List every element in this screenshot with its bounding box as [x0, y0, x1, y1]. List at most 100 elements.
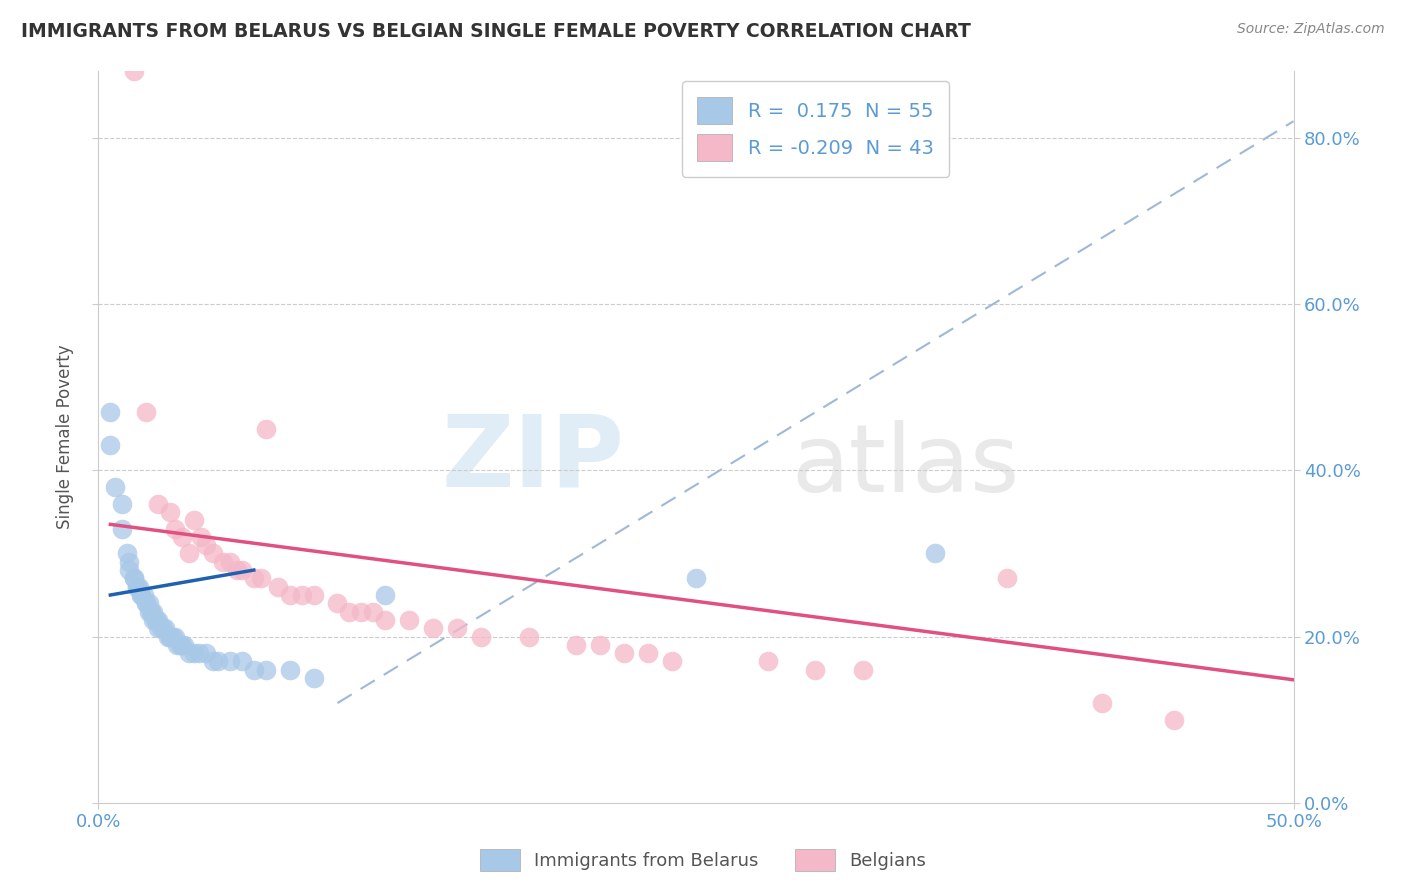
Point: [148, 613, 170, 627]
Point: [169, 638, 191, 652]
Point: [142, 613, 165, 627]
Point: [661, 655, 683, 669]
Point: [124, 64, 146, 78]
Point: [156, 630, 179, 644]
Point: [231, 563, 253, 577]
Point: [470, 630, 492, 644]
Point: [118, 563, 141, 577]
Point: [211, 555, 233, 569]
Point: [302, 588, 325, 602]
Text: IMMIGRANTS FROM BELARUS VS BELGIAN SINGLE FEMALE POVERTY CORRELATION CHART: IMMIGRANTS FROM BELARUS VS BELGIAN SINGL…: [21, 22, 972, 41]
Point: [179, 646, 201, 660]
Point: [195, 646, 218, 660]
Point: [589, 638, 612, 652]
Point: [148, 621, 170, 635]
Point: [163, 521, 186, 535]
Point: [1163, 713, 1185, 727]
Point: [202, 546, 225, 560]
Point: [517, 630, 540, 644]
Point: [172, 638, 194, 652]
Point: [124, 571, 146, 585]
Point: [302, 671, 325, 685]
Point: [104, 480, 127, 494]
Point: [422, 621, 444, 635]
Legend: Immigrants from Belarus, Belgians: Immigrants from Belarus, Belgians: [472, 842, 934, 879]
Point: [162, 630, 184, 644]
Point: [207, 655, 229, 669]
Point: [138, 596, 160, 610]
Point: [267, 580, 290, 594]
Point: [155, 621, 177, 635]
Point: [135, 596, 157, 610]
Point: [326, 596, 349, 610]
Point: [125, 580, 148, 594]
Point: [250, 571, 273, 585]
Point: [374, 613, 396, 627]
Point: [254, 422, 277, 436]
Point: [145, 613, 167, 627]
Point: [278, 663, 301, 677]
Point: [231, 655, 253, 669]
Point: [159, 630, 181, 644]
Point: [243, 571, 266, 585]
Point: [139, 605, 162, 619]
Text: atlas: atlas: [792, 420, 1019, 512]
Point: [219, 555, 242, 569]
Point: [172, 530, 194, 544]
Point: [995, 571, 1018, 585]
Point: [98, 438, 122, 452]
Point: [219, 655, 242, 669]
Point: [278, 588, 301, 602]
Point: [350, 605, 373, 619]
Point: [179, 546, 201, 560]
Point: [446, 621, 468, 635]
Point: [131, 588, 153, 602]
Point: [291, 588, 314, 602]
Point: [173, 638, 195, 652]
Point: [128, 580, 150, 594]
Point: [565, 638, 588, 652]
Point: [111, 497, 134, 511]
Point: [115, 546, 138, 560]
Point: [183, 513, 205, 527]
Point: [139, 605, 162, 619]
Point: [637, 646, 659, 660]
Point: [243, 663, 266, 677]
Point: [124, 571, 146, 585]
Point: [138, 605, 160, 619]
Point: [149, 621, 172, 635]
Point: [131, 588, 153, 602]
Point: [804, 663, 827, 677]
Point: [159, 630, 181, 644]
Point: [187, 646, 209, 660]
Point: [613, 646, 636, 660]
Point: [202, 655, 225, 669]
Point: [142, 605, 165, 619]
Text: Source: ZipAtlas.com: Source: ZipAtlas.com: [1237, 22, 1385, 37]
Point: [685, 571, 707, 585]
Point: [166, 638, 188, 652]
Point: [339, 605, 361, 619]
Point: [852, 663, 875, 677]
Point: [1091, 696, 1114, 710]
Point: [183, 646, 205, 660]
Point: [190, 530, 212, 544]
Point: [398, 613, 420, 627]
Point: [195, 538, 218, 552]
Point: [159, 505, 181, 519]
Point: [132, 588, 155, 602]
Point: [756, 655, 779, 669]
Y-axis label: Single Female Poverty: Single Female Poverty: [56, 345, 75, 529]
Point: [226, 563, 249, 577]
Point: [254, 663, 277, 677]
Point: [98, 405, 122, 419]
Point: [163, 630, 186, 644]
Point: [135, 596, 157, 610]
Text: ZIP: ZIP: [441, 410, 624, 508]
Point: [152, 621, 174, 635]
Point: [374, 588, 396, 602]
Point: [924, 546, 946, 560]
Point: [148, 497, 170, 511]
Point: [118, 555, 141, 569]
Point: [363, 605, 385, 619]
